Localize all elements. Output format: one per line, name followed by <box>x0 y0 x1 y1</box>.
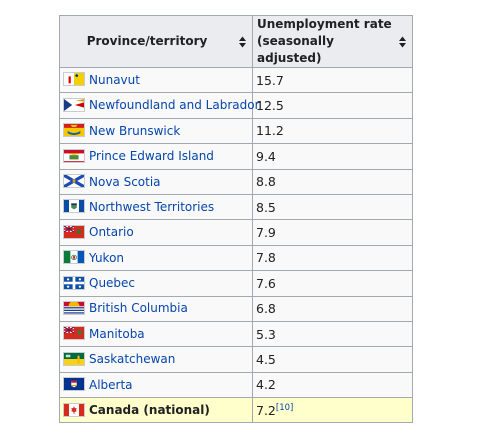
rate-cell: 6.8 <box>252 295 413 322</box>
rate-header-line2: (seasonally adjusted) <box>257 34 334 65</box>
province-link[interactable]: Saskatchewan <box>89 352 176 367</box>
rate-cell: 11.2 <box>252 117 413 145</box>
flag-yukon-icon[interactable] <box>63 250 85 265</box>
flag-new-brunswick-icon[interactable] <box>63 123 85 138</box>
rate-cell: 7.8 <box>252 244 413 272</box>
province-link[interactable]: British Columbia <box>89 301 188 316</box>
flag-bc-icon[interactable] <box>63 300 85 315</box>
province-cell: Canada (national) <box>59 397 253 424</box>
table-row: Alberta 4.2 <box>59 371 413 399</box>
province-link[interactable]: Newfoundland and Labrador <box>89 98 260 113</box>
flag-nunavut-icon[interactable] <box>63 72 85 87</box>
table-row: Newfoundland and Labrador 12.5 <box>59 92 413 119</box>
rate-cell: 9.4 <box>252 143 413 170</box>
rate-cell: 4.5 <box>252 346 413 373</box>
province-link[interactable]: Yukon <box>89 250 125 265</box>
province-cell: British Columbia <box>59 295 253 322</box>
province-link[interactable]: Quebec <box>89 276 136 291</box>
reference-link[interactable]: [10] <box>275 402 294 413</box>
sort-icon[interactable] <box>239 36 246 47</box>
province-column-header[interactable]: Province/territory <box>59 15 253 68</box>
province-cell: New Brunswick <box>59 117 253 145</box>
rate-cell: 7.6 <box>252 270 413 297</box>
table-row: Nova Scotia 8.8 <box>59 168 413 195</box>
province-cell: Northwest Territories <box>59 193 253 221</box>
rate-cell: 8.8 <box>252 168 413 195</box>
province-link[interactable]: Nova Scotia <box>89 174 161 189</box>
rate-cell: 7.2[10] <box>252 397 413 424</box>
rate-cell: 15.7 <box>252 66 413 94</box>
table-row: New Brunswick 11.2 <box>59 117 413 145</box>
province-cell: Prince Edward Island <box>59 143 253 170</box>
province-cell: Nunavut <box>59 66 253 94</box>
province-link[interactable]: Prince Edward Island <box>89 149 214 164</box>
province-header-label: Province/territory <box>86 34 208 48</box>
rate-cell: 8.5 <box>252 193 413 221</box>
province-link[interactable]: Alberta <box>89 377 133 392</box>
rate-cell: 7.9 <box>252 219 413 246</box>
province-cell: Quebec <box>59 270 253 297</box>
table-row: Nunavut 15.7 <box>59 66 413 94</box>
province-cell: Saskatchewan <box>59 346 253 373</box>
province-link[interactable]: Ontario <box>89 225 134 240</box>
flag-saskatchewan-icon[interactable] <box>63 351 85 366</box>
province-cell: Ontario <box>59 219 253 246</box>
flag-manitoba-icon[interactable] <box>63 326 85 341</box>
table-row: Quebec 7.6 <box>59 270 413 297</box>
table-row: Northwest Territories 8.5 <box>59 193 413 221</box>
flag-alberta-icon[interactable] <box>63 377 85 392</box>
flag-nwt-icon[interactable] <box>63 199 85 214</box>
province-link[interactable]: Nunavut <box>89 72 140 87</box>
province-cell: Yukon <box>59 244 253 272</box>
province-cell: Alberta <box>59 371 253 399</box>
province-cell: Manitoba <box>59 320 253 348</box>
table-row: Yukon 7.8 <box>59 244 413 272</box>
rate-cell: 12.5 <box>252 92 413 119</box>
flag-quebec-icon[interactable] <box>63 275 85 290</box>
province-link[interactable]: Northwest Territories <box>89 199 215 214</box>
unemployment-table: Province/territory Unemployment rate (se… <box>59 15 413 424</box>
national-label: Canada (national) <box>89 403 210 418</box>
flag-canada-icon[interactable] <box>63 402 85 417</box>
province-cell: Newfoundland and Labrador <box>59 92 260 119</box>
national-row: Canada (national) 7.2[10] <box>59 397 413 424</box>
flag-nova-scotia-icon[interactable] <box>63 174 85 188</box>
header-row: Province/territory Unemployment rate (se… <box>59 15 413 68</box>
flag-pei-icon[interactable] <box>63 148 85 163</box>
province-link[interactable]: Manitoba <box>89 326 145 341</box>
flag-newfoundland-icon[interactable] <box>63 97 85 112</box>
reference-sup: [10] <box>276 403 293 413</box>
table-row: Ontario 7.9 <box>59 219 413 246</box>
table-row: British Columbia 6.8 <box>59 295 413 322</box>
rate-cell: 5.3 <box>252 320 413 348</box>
national-rate: 7.2 <box>256 402 276 418</box>
rate-header-line1: Unemployment rate <box>257 17 392 31</box>
table-row: Manitoba 5.3 <box>59 320 413 348</box>
province-cell: Nova Scotia <box>59 168 253 195</box>
flag-ontario-icon[interactable] <box>63 224 85 239</box>
province-link[interactable]: New Brunswick <box>89 123 181 138</box>
table-row: Prince Edward Island 9.4 <box>59 143 413 170</box>
rate-column-header[interactable]: Unemployment rate (seasonally adjusted) <box>252 15 413 68</box>
sort-icon[interactable] <box>399 36 406 47</box>
table-row: Saskatchewan 4.5 <box>59 346 413 373</box>
rate-cell: 4.2 <box>252 371 413 399</box>
